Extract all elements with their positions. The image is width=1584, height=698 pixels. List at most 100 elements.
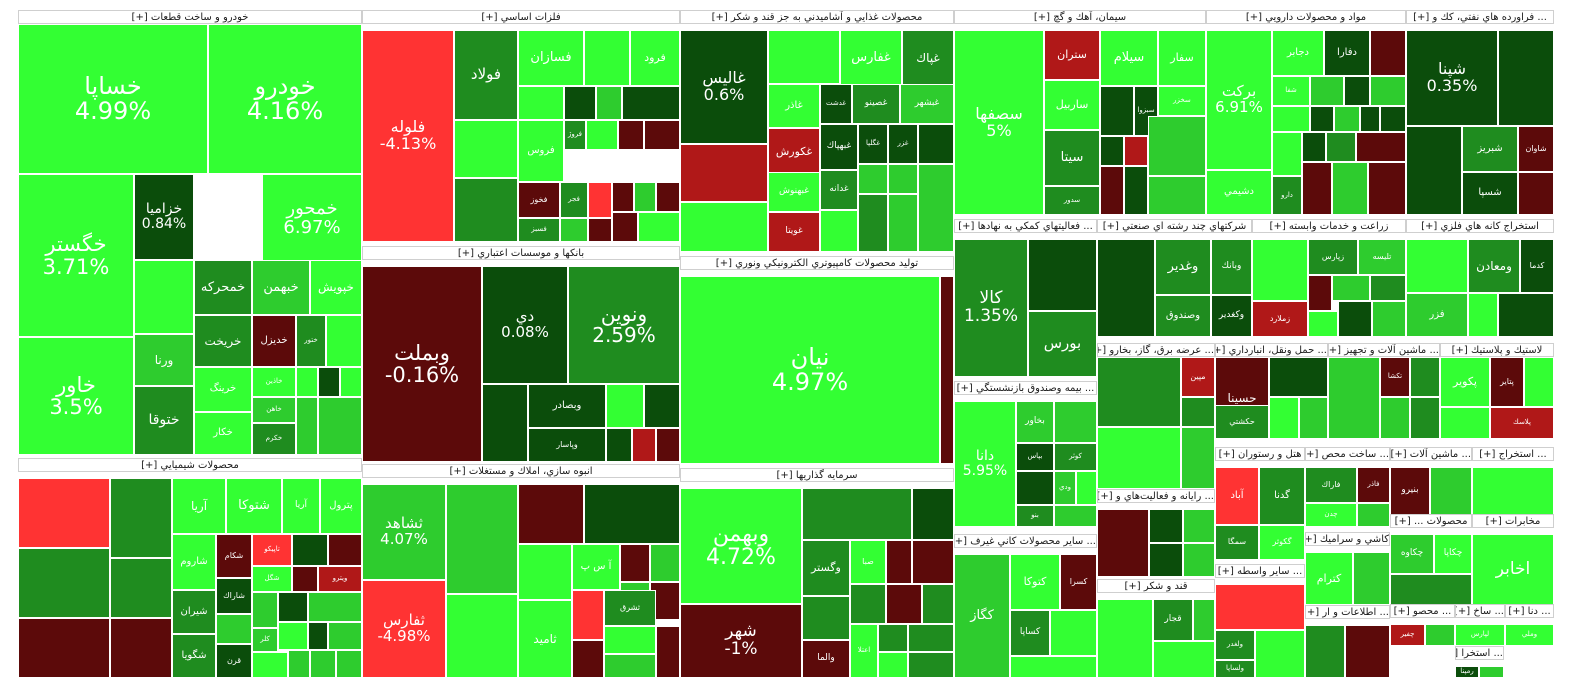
tile-فروس[interactable]: فروس [518, 120, 564, 182]
sector-header-24[interactable]: ... رايانه و فعاليت‌هاي و [+] [1097, 489, 1215, 503]
tile-كتوكا[interactable]: كتوكا [1010, 554, 1060, 610]
tile-6-9[interactable] [632, 428, 656, 462]
tile-10-17[interactable] [908, 652, 954, 678]
tile-4-17[interactable] [1356, 132, 1406, 162]
tile-4-8[interactable] [1272, 106, 1310, 132]
tile-ولغدر[interactable]: ولغدر [1215, 630, 1255, 660]
tile-18-4[interactable] [1410, 397, 1440, 439]
tile-1-10[interactable] [622, 86, 680, 120]
tile-خمحور[interactable]: خمحور 6.97% [262, 174, 362, 264]
tile-ثشاهد[interactable]: ثشاهد 4.07% [362, 484, 446, 580]
tile-17-3[interactable] [1299, 397, 1328, 439]
sector-header-0[interactable]: خودرو و ساخت قطعات [+] [18, 10, 362, 24]
tile-وكغدير[interactable]: وكغدير [1211, 295, 1252, 337]
tile-6-8[interactable] [606, 428, 632, 462]
sector-header-9[interactable]: انبوه سازي، املاك و مستغلات [+] [362, 464, 680, 478]
tile-35-1[interactable] [1479, 666, 1504, 678]
tile-8-33[interactable] [336, 650, 362, 678]
tile-كلر[interactable]: كلر [252, 628, 278, 652]
tile-خريخت[interactable]: خريخت [194, 315, 252, 367]
tile-4-10[interactable] [1334, 106, 1360, 132]
tile-12-0[interactable] [1097, 239, 1155, 337]
tile-13-9[interactable] [1372, 301, 1406, 337]
tile-كترام[interactable]: كترام [1305, 552, 1353, 605]
tile-شگويا[interactable]: شگويا [172, 634, 216, 678]
tile-فولاد[interactable]: فولاد [454, 30, 518, 120]
tile-سخزر[interactable]: سخزر [1158, 86, 1206, 116]
tile-4-5[interactable] [1310, 76, 1344, 106]
tile-9-18[interactable] [656, 626, 680, 678]
tile-فرود[interactable]: فرود [630, 30, 680, 86]
tile-وبهمن[interactable]: وبهمن 4.72% [680, 488, 802, 604]
tile-10-7[interactable] [912, 540, 954, 584]
tile-چكاوه[interactable]: چكاوه [1390, 534, 1434, 574]
tile-شگل[interactable]: شگل [252, 566, 292, 592]
tile-خكرم[interactable]: خكرم [252, 423, 296, 455]
tile-2-23[interactable] [918, 164, 954, 252]
tile-وبانك[interactable]: وبانك [1211, 239, 1252, 295]
tile-1-5[interactable] [584, 30, 630, 86]
sector-header-17[interactable]: ... حمل ونقل، انبارداري [+] [1215, 343, 1328, 357]
sector-header-12[interactable]: شركتهاي چند رشته اي صنعتي [+] [1097, 219, 1252, 233]
sector-header-8[interactable]: محصولات شيميايي [+] [18, 458, 362, 472]
tile-24-1[interactable] [1149, 509, 1183, 543]
tile-وصندوق[interactable]: وصندوق [1155, 295, 1211, 337]
tile-8-21[interactable] [216, 614, 252, 644]
tile-اخابر[interactable]: اخابر [1472, 534, 1554, 606]
tile-1-25[interactable] [612, 212, 638, 242]
tile-8-30[interactable] [252, 652, 288, 678]
tile-فاذر[interactable]: فاذر [1357, 467, 1390, 503]
tile-2-18[interactable] [888, 164, 918, 194]
tile-8-31[interactable] [288, 650, 310, 678]
sector-header-3[interactable]: سيمان، آهك و گچ [+] [954, 10, 1206, 24]
tile-خودرو[interactable]: خودرو 4.16% [208, 24, 362, 174]
tile-5-6[interactable] [1518, 172, 1554, 215]
tile-آريا[interactable]: آريا [172, 478, 226, 534]
tile-خاذين[interactable]: خاذين [252, 367, 296, 397]
tile-9-15[interactable] [604, 626, 656, 654]
sector-header-16[interactable]: ... عرضه برق، گاز، بخارو [+] [1097, 343, 1215, 357]
tile-3-5[interactable] [1100, 86, 1134, 136]
tile-دفارا[interactable]: دفارا [1324, 30, 1370, 76]
tile-9-2[interactable] [446, 484, 518, 594]
tile-غدشت[interactable]: غدشت [820, 84, 852, 124]
tile-3-13[interactable] [1100, 166, 1124, 215]
tile-4-16[interactable] [1326, 132, 1356, 162]
tile-ساربيل[interactable]: ساربيل [1044, 80, 1100, 130]
tile-غاذر[interactable]: غاذر [768, 84, 820, 128]
tile-ختور[interactable]: ختور [296, 315, 326, 367]
tile-8-1[interactable] [110, 478, 172, 558]
tile-شفا[interactable]: شفا [1272, 76, 1310, 106]
tile-26-0[interactable] [1097, 599, 1153, 678]
tile-0-20[interactable] [340, 367, 362, 397]
sector-header-22[interactable]: ... ماشين آلات [+] [1390, 447, 1472, 461]
tile-2-2[interactable] [680, 202, 768, 252]
tile-وملي[interactable]: وملي [1505, 624, 1554, 646]
sector-header-26[interactable]: قند و شكر [+] [1097, 579, 1215, 593]
tile-غبهپاك[interactable]: غبهپاك [820, 124, 858, 170]
sector-header-2[interactable]: محصولات غذايي و آشاميدني به جز قند و شكر… [680, 10, 954, 24]
tile-26-2[interactable] [1193, 599, 1215, 641]
tile-4-9[interactable] [1310, 106, 1334, 132]
tile-والما[interactable]: والما [802, 640, 850, 678]
tile-فروژ[interactable]: فروژ [564, 120, 586, 150]
sector-header-25[interactable]: ... ساير محصولات كاني غيرف [+] [954, 534, 1097, 548]
tile-13-8[interactable] [1338, 301, 1372, 337]
tile-6-6[interactable] [606, 384, 644, 428]
sector-header-10[interactable]: سرمايه گذاريها [+] [680, 468, 954, 482]
tile-16-0[interactable] [1097, 357, 1181, 427]
tile-غصينو[interactable]: غصينو [852, 84, 900, 124]
tile-8-0[interactable] [18, 478, 110, 548]
tile-13-4[interactable] [1332, 275, 1370, 301]
tile-11-1[interactable] [1028, 239, 1097, 311]
tile-22-1[interactable] [1430, 467, 1472, 515]
tile-لپارس[interactable]: لپارس [1455, 624, 1505, 646]
tile-رمپنا[interactable]: رمپنا [1455, 666, 1479, 678]
tile-17-2[interactable] [1269, 397, 1299, 439]
tile-15-2[interactable] [1054, 401, 1097, 443]
tile-غكورش[interactable]: غكورش [768, 128, 820, 176]
tile-ومعادن[interactable]: ومعادن [1468, 239, 1520, 293]
sector-header-27[interactable]: ... ساير واسطه [+] [1215, 564, 1305, 578]
tile-بركت[interactable]: بركت 6.91% [1206, 30, 1272, 170]
tile-دي[interactable]: دي 0.08% [482, 266, 568, 384]
